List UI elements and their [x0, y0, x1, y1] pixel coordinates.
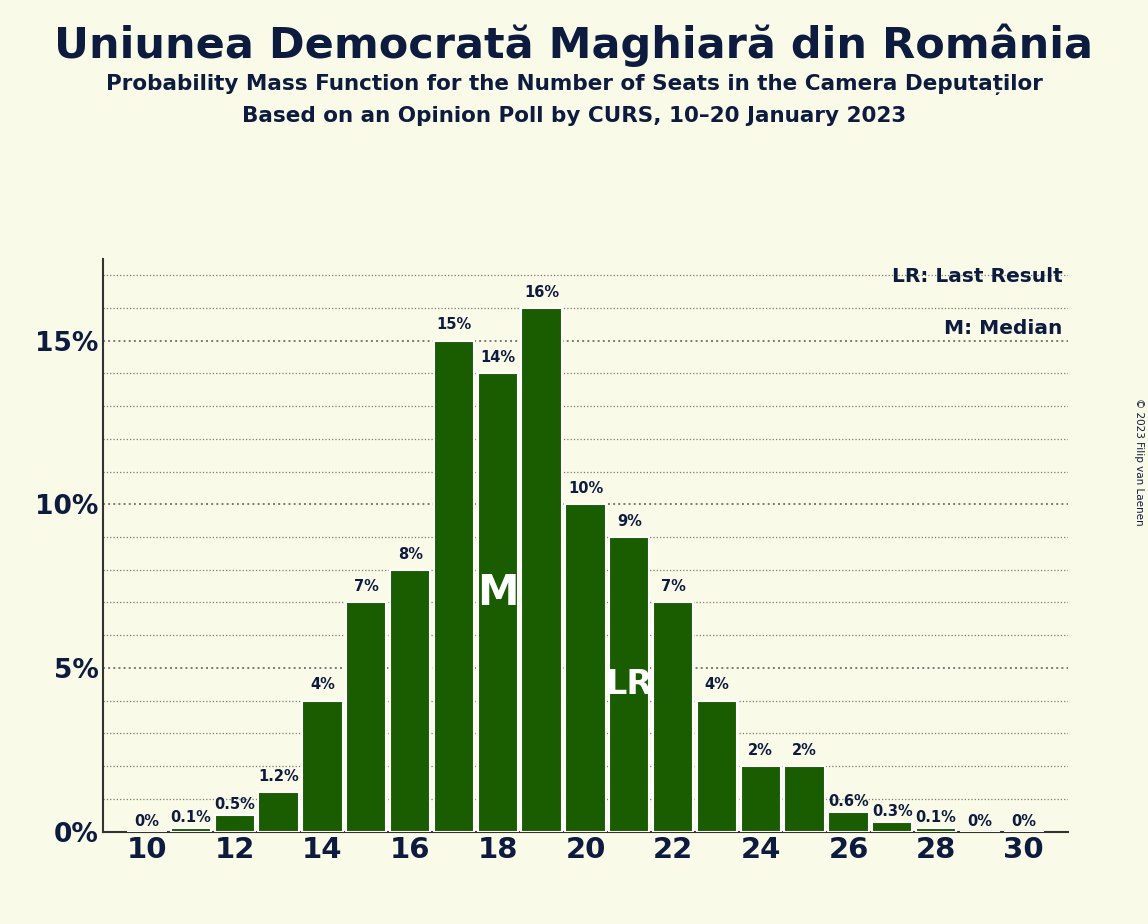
- Text: Based on an Opinion Poll by CURS, 10–20 January 2023: Based on an Opinion Poll by CURS, 10–20 …: [242, 106, 906, 127]
- Bar: [872, 821, 913, 832]
- Text: © 2023 Filip van Laenen: © 2023 Filip van Laenen: [1134, 398, 1143, 526]
- Text: 0.5%: 0.5%: [215, 797, 255, 812]
- Bar: [565, 505, 606, 832]
- Bar: [610, 537, 650, 832]
- Text: 2%: 2%: [748, 743, 774, 758]
- Text: 0.1%: 0.1%: [171, 810, 211, 825]
- Text: 15%: 15%: [436, 317, 472, 333]
- Text: 0.1%: 0.1%: [916, 810, 956, 825]
- Bar: [521, 308, 561, 832]
- Bar: [347, 602, 387, 832]
- Bar: [215, 815, 255, 832]
- Text: 0%: 0%: [134, 814, 160, 829]
- Text: 2%: 2%: [792, 743, 817, 758]
- Bar: [434, 341, 474, 832]
- Text: 1.2%: 1.2%: [258, 769, 298, 784]
- Text: 9%: 9%: [616, 514, 642, 529]
- Text: LR: Last Result: LR: Last Result: [892, 267, 1063, 286]
- Text: M: M: [478, 572, 519, 614]
- Text: 0%: 0%: [1011, 814, 1037, 829]
- Text: 0.6%: 0.6%: [828, 794, 869, 808]
- Text: 0.3%: 0.3%: [872, 804, 913, 819]
- Bar: [390, 570, 430, 832]
- Bar: [653, 602, 693, 832]
- Text: 4%: 4%: [705, 677, 729, 692]
- Text: 0%: 0%: [968, 814, 993, 829]
- Text: 8%: 8%: [397, 546, 422, 562]
- Text: 7%: 7%: [354, 579, 379, 594]
- Bar: [302, 700, 342, 832]
- Bar: [784, 766, 824, 832]
- Bar: [916, 828, 956, 832]
- Text: M: Median: M: Median: [945, 319, 1063, 338]
- Text: 14%: 14%: [480, 350, 515, 365]
- Text: LR: LR: [606, 668, 653, 700]
- Text: 16%: 16%: [525, 285, 559, 299]
- Text: Uniunea Democrată Maghiară din România: Uniunea Democrată Maghiară din România: [54, 23, 1094, 67]
- Bar: [478, 373, 518, 832]
- Text: 10%: 10%: [568, 481, 603, 496]
- Text: 7%: 7%: [661, 579, 685, 594]
- Bar: [171, 828, 211, 832]
- Bar: [829, 812, 869, 832]
- Text: 4%: 4%: [310, 677, 335, 692]
- Text: Probability Mass Function for the Number of Seats in the Camera Deputaților: Probability Mass Function for the Number…: [106, 74, 1042, 95]
- Bar: [258, 792, 298, 832]
- Bar: [697, 700, 737, 832]
- Bar: [740, 766, 781, 832]
